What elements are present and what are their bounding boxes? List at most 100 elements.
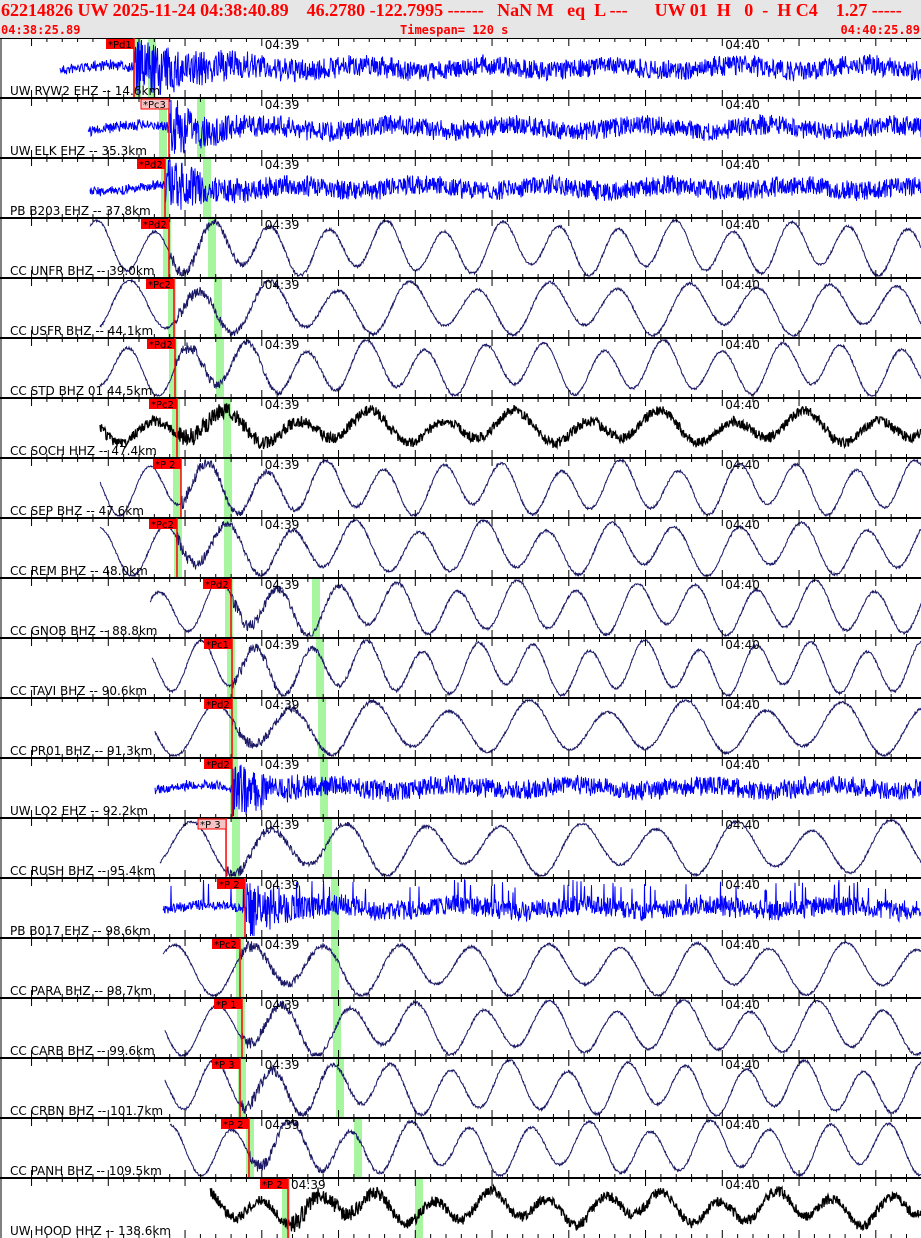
pick-flag[interactable] [260,1179,289,1189]
trace-panel[interactable]: 04:39 04:40 *P 2 UW HOOD HHZ -- 138.6km [0,1177,921,1238]
station-label: CC SOCH HHZ -- 47.4km [10,444,157,458]
minute-label: 04:39 [265,278,300,292]
pick-flag[interactable] [211,1059,240,1069]
pick-flag[interactable] [213,999,242,1009]
minute-label: 04:39 [265,338,300,352]
minute-label: 04:39 [265,698,300,712]
station-label: CC CRBN BHZ -- 101.7km [10,1104,163,1118]
trace-panel[interactable]: 04:39 04:40 *Pc2 CC PARA BHZ -- 98.7km [0,937,921,998]
pick-label: *Pc1 [206,640,229,651]
minute-label: 04:40 [725,758,760,772]
pick-flag[interactable] [137,159,166,169]
minute-label: 04:39 [265,458,300,472]
pick-flag[interactable] [140,98,170,110]
waveform [169,1118,921,1178]
minute-label: 04:39 [265,878,300,892]
station-label: PB B017 EHZ -- 98.6km [10,924,151,938]
trace-panel[interactable]: 04:39 04:40 *Pc2 CC USFR BHZ -- 44.1km [0,277,921,338]
minute-label: 04:39 [265,218,300,232]
waveform [154,698,921,758]
pick-flag[interactable] [145,279,174,289]
trace-panel[interactable]: 04:39 04:40 *P 2 CC SEP BHZ -- 47.6km [0,457,921,518]
pick-flag[interactable] [211,939,240,949]
pick-flag[interactable] [204,639,233,649]
trace-panel[interactable]: 04:39 04:40 *P 3 CC CRBN BHZ -- 101.7km [0,1057,921,1118]
minute-label: 04:39 [265,938,300,952]
trace-panel[interactable]: 04:39 04:40 *Pd2 CC STD BHZ 01 44.5km [0,337,921,398]
pick-flag[interactable] [148,519,177,529]
minute-label: 04:40 [725,38,760,52]
trace-panel[interactable]: 04:39 04:40 *P 2 CC PANH BHZ -- 109.5km [0,1117,921,1178]
theoretical-p-marker [281,1178,290,1238]
minute-label: 04:39 [265,1058,300,1072]
minute-label: 04:40 [725,458,760,472]
theoretical-s-marker [224,458,233,518]
pick-flag[interactable] [216,879,245,889]
trace-panel[interactable]: 04:39 04:40 *Pd1 UW RVW2 EHZ -- 14.6km [0,38,921,98]
pick-flag[interactable] [141,219,170,229]
minute-label: 04:40 [725,938,760,952]
minute-label: 04:39 [265,638,300,652]
theoretical-s-marker [414,1178,423,1238]
trace-panel[interactable]: 04:39 04:40 *Pd2 PB B203 EHZ -- 37.8km [0,157,921,218]
station-label: CC RUSH BHZ -- 95.4km [10,864,155,878]
waveform [149,578,921,638]
pick-label: *Pc3 [143,100,166,111]
theoretical-s-marker [316,638,325,698]
theoretical-p-marker [236,998,245,1058]
trace-panel[interactable]: 04:39 04:40 *P 1 CC CARB BHZ -- 99.6km [0,997,921,1058]
theoretical-s-marker [336,1058,345,1118]
station-label: CC TAVI BHZ -- 90.6km [10,684,147,698]
theoretical-p-marker [245,1118,254,1178]
pick-flag[interactable] [106,39,135,49]
pick-flag[interactable] [204,759,233,769]
pick-flag[interactable] [146,339,175,349]
timespan-label: Timespan= 120 s [400,23,509,37]
theoretical-p-marker [225,578,234,638]
pick-label: *Pc2 [151,400,174,411]
pick-flag[interactable] [204,699,233,709]
theoretical-s-marker [207,218,216,278]
waveform [164,998,921,1058]
pick-flag[interactable] [220,1119,249,1129]
minute-label: 04:40 [725,578,760,592]
pick-flag[interactable] [203,579,232,589]
pick-label: *Pc2 [151,520,174,531]
theoretical-p-marker [171,398,180,458]
station-label: CC PR01 BHZ -- 91.3km [10,744,152,758]
minute-label: 04:40 [725,98,760,112]
pick-flag[interactable] [152,459,181,469]
pick-label: *P 3 [214,1060,235,1071]
trace-panel[interactable]: 04:39 04:40 *P 2 PB B017 EHZ -- 98.6km [0,877,921,938]
minute-label: 04:40 [725,278,760,292]
minute-label: 04:40 [725,998,760,1012]
pick-label: *P 1 [216,1000,237,1011]
trace-panel[interactable]: 04:39 04:40 *Pd2 CC UNFR BHZ -- 39.0km [0,217,921,278]
event-summary: 62214826 UW 2025-11-24 04:38:40.89 46.27… [1,0,902,20]
trace-panel[interactable]: 04:39 04:40 *Pc2 CC REM BHZ -- 48.0km [0,517,921,578]
station-label: UW HOOD HHZ -- 138.6km [10,1224,171,1238]
trace-panel[interactable]: 04:39 04:40 *Pd2 CC PR01 BHZ -- 91.3km [0,697,921,758]
minute-label: 04:39 [265,1118,300,1132]
trace-panel[interactable]: 04:39 04:40 *Pd2 CC GNOB BHZ -- 88.8km [0,577,921,638]
theoretical-s-marker [318,698,327,758]
waveform [89,218,921,278]
theoretical-s-marker [224,518,233,578]
minute-label: 04:40 [725,338,760,352]
pick-flag[interactable] [197,818,227,830]
trace-panel[interactable]: 04:39 04:40 *Pc1 CC TAVI BHZ -- 90.6km [0,637,921,698]
trace-panel[interactable]: 04:39 04:40 *Pd2 UW LO2 EHZ -- 92.2km [0,757,921,818]
pick-flag[interactable] [148,399,177,409]
station-label: CC STD BHZ 01 44.5km [10,384,152,398]
waveform [89,159,921,210]
station-label: UW RVW2 EHZ -- 14.6km [10,84,160,98]
trace-panel[interactable]: 04:39 04:40 *Pc3 UW ELK EHZ -- 35.3km [0,97,921,158]
trace-panel[interactable]: 04:39 04:40 *P 3 CC RUSH BHZ -- 95.4km [0,817,921,878]
trace-panel[interactable]: 04:39 04:40 *Pc2 CC SOCH HHZ -- 47.4km [0,397,921,458]
pick-label: *Pd2 [205,580,229,591]
waveform [164,1058,921,1117]
theoretical-s-marker [213,278,222,338]
theoretical-s-marker [324,818,333,878]
waveform [59,39,921,96]
